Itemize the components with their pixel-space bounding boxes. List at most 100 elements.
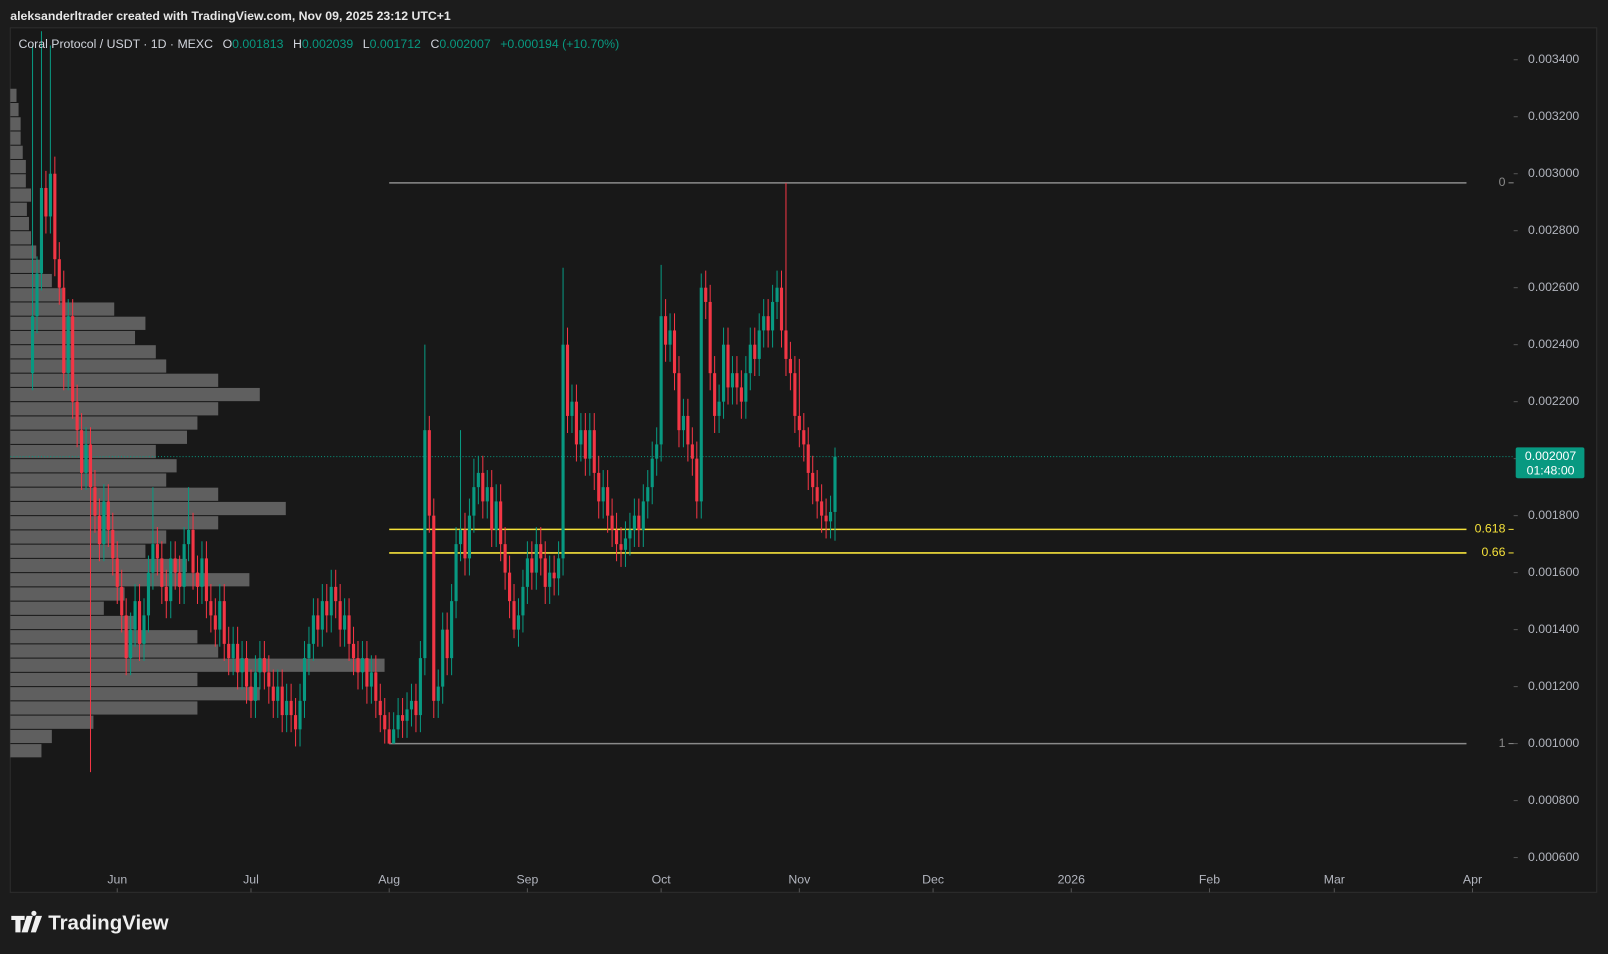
plot-area: [10, 31, 1513, 773]
volume-profile-bar: [10, 188, 32, 202]
candle-body: [614, 529, 619, 545]
candle-body: [111, 529, 115, 559]
candle-body: [30, 316, 35, 374]
candle-body: [539, 544, 543, 559]
volume-profile-bar: [10, 373, 219, 387]
candle-body: [516, 615, 521, 630]
x-tick-label: Jun: [107, 872, 127, 886]
candle-body: [204, 558, 208, 602]
volume-profile-bar: [10, 216, 29, 231]
volume-profile-bar: [10, 231, 32, 245]
candle-body: [463, 529, 467, 559]
candle-body: [543, 558, 547, 587]
candle-body: [641, 501, 645, 530]
candle-body: [427, 430, 431, 516]
candle-body: [120, 586, 124, 616]
candle-body: [178, 572, 182, 587]
candle-body: [561, 344, 565, 559]
candle-body: [458, 529, 463, 545]
candle-body: [253, 672, 258, 701]
candle-body: [195, 572, 200, 587]
volume-profile-bar: [10, 744, 42, 758]
candle-body: [695, 458, 699, 502]
candle-body: [133, 601, 137, 630]
last-price-tag: [1515, 447, 1585, 479]
candle-body: [66, 316, 70, 374]
candle-body: [521, 586, 525, 616]
candle-body: [632, 515, 636, 530]
volume-profile-bar: [10, 658, 385, 672]
candle-body: [445, 629, 449, 659]
y-tick-label: 0.001800: [1528, 508, 1579, 522]
y-tick-label: 0.001200: [1528, 679, 1579, 693]
candle-body: [258, 658, 262, 673]
candle-body: [467, 515, 471, 559]
candle-body: [525, 558, 529, 587]
candle-body: [137, 601, 142, 644]
candle-body: [450, 601, 454, 659]
volume-profile-bar: [10, 530, 167, 544]
x-tick-label: Oct: [652, 872, 672, 886]
candle-body: [485, 487, 489, 502]
candle-body: [779, 287, 784, 331]
candle-body: [387, 729, 391, 744]
candle-body: [88, 444, 93, 488]
candle-body: [713, 373, 717, 416]
candle-body: [574, 401, 578, 445]
volume-profile-bar: [10, 273, 52, 288]
candle-body: [721, 344, 726, 402]
candle-body: [811, 472, 815, 488]
candle-body: [62, 287, 66, 374]
volume-profile-bar: [10, 102, 19, 117]
volume-profile-bar: [10, 88, 17, 102]
candle-body: [619, 544, 623, 550]
volume-profile-bar: [10, 487, 219, 501]
volume-profile-bar: [10, 159, 26, 174]
volume-profile-bar: [10, 473, 167, 487]
y-tick-label: 0.001600: [1528, 565, 1579, 579]
candle-body: [579, 430, 583, 445]
candle-body: [302, 658, 307, 701]
candle-body: [222, 601, 226, 644]
legend-change: +0.000194 (+10.70%): [500, 38, 619, 52]
candle-body: [806, 444, 810, 473]
candle-body: [213, 615, 217, 630]
candle-body: [436, 686, 440, 701]
volume-profile-bar: [10, 644, 219, 658]
volume-profile-bar: [10, 516, 219, 530]
candle-body: [784, 330, 788, 359]
candle-body: [44, 187, 48, 217]
candle-body: [512, 601, 516, 630]
candle-body: [610, 515, 614, 530]
x-tick-label: Nov: [788, 872, 811, 886]
candle-body: [771, 301, 775, 331]
candle-body: [414, 700, 418, 716]
candle-body: [262, 658, 266, 673]
candle-body: [151, 544, 155, 573]
candle-body: [244, 658, 249, 687]
candle-body: [788, 358, 792, 374]
candle-body: [530, 558, 534, 573]
candle-body: [307, 643, 311, 659]
candle-body: [155, 544, 159, 559]
candle-body: [757, 330, 761, 359]
candle-body: [338, 601, 342, 630]
candle-body: [565, 344, 570, 416]
candle-body: [588, 430, 592, 459]
candle-body: [672, 330, 677, 374]
candle-body: [316, 615, 320, 630]
candle-body: [231, 643, 235, 659]
candle-body: [686, 415, 690, 445]
candle-body: [775, 287, 779, 302]
candle-body: [441, 629, 445, 687]
legend: Coral Protocol / USDT · 1D · MEXC O0.001…: [18, 38, 619, 52]
legend-symbol: Coral Protocol / USDT · 1D · MEXC: [18, 38, 213, 52]
candle-body: [71, 316, 75, 402]
candle-body: [347, 615, 351, 644]
volume-profile-bar: [10, 587, 125, 601]
candle-body: [472, 487, 476, 516]
volume-profile-bar: [10, 316, 146, 330]
volume-profile-bar: [10, 259, 42, 273]
candle-body: [84, 444, 88, 473]
legend-value: 0.002007: [439, 38, 490, 52]
